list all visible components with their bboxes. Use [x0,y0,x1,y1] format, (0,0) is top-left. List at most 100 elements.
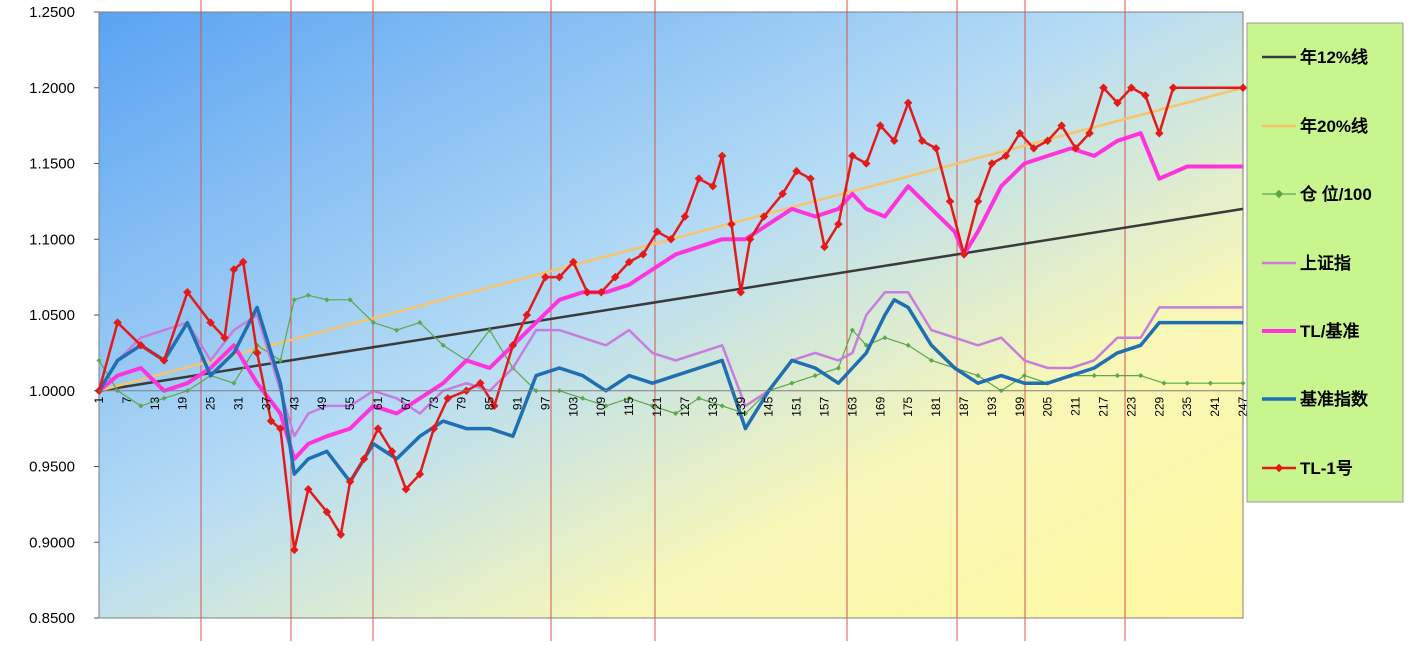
data-point [159,356,169,365]
data-point [443,394,453,403]
data-point [324,297,330,303]
data-point [417,320,423,326]
x-tick-label: 19 [176,396,190,410]
x-tick-label: 193 [985,396,999,416]
data-point [624,257,634,267]
series-line [98,294,1243,415]
y-tick-label: 0.9500 [29,459,75,476]
data-point [583,288,592,297]
data-point [161,395,167,401]
x-tick-label: 217 [1096,396,1110,416]
x-tick-label: 73 [427,396,441,410]
data-point [569,257,578,267]
legend-label: TL-1号 [1300,459,1353,478]
data-point [1207,380,1213,386]
data-point [359,454,369,464]
x-tick-label: 79 [455,396,469,410]
data-point [276,424,285,433]
data-point [290,545,299,555]
legend-label: 年12%线 [1300,47,1368,67]
x-tick-label: 103 [566,396,580,416]
data-point [96,357,102,363]
x-tick-label: 187 [957,396,971,416]
data-point [835,365,841,371]
y-tick-label: 1.2000 [29,80,75,97]
data-point [277,357,283,363]
x-tick-label: 85 [483,396,497,410]
series-line [98,207,1244,393]
data-point [719,403,725,409]
legend-marker [1274,463,1284,473]
data-point [736,288,745,297]
x-tick-label: 55 [343,396,357,410]
x-tick-label: 211 [1069,396,1083,415]
x-tick-label: 121 [650,396,664,416]
legend-label: 上证指 [1300,253,1351,273]
data-point [1240,380,1246,386]
data-point [415,469,425,479]
x-tick-label: 139 [734,396,748,416]
x-tick-label: 7 [120,396,134,403]
x-tick-label: 229 [1152,396,1166,416]
x-tick-label: 37 [259,396,273,410]
x-tick-label: 91 [511,396,525,410]
x-tick-label: 25 [204,396,218,410]
data-point [905,342,911,348]
x-tick-label: 235 [1180,396,1194,416]
data-point [113,318,122,327]
data-point [394,327,400,333]
data-point [597,288,606,297]
x-tick-label: 181 [929,396,943,416]
data-point [849,327,855,333]
data-point [322,507,332,517]
x-tick-label: 157 [817,396,831,416]
x-tick-label: 145 [762,396,776,416]
data-point [1021,373,1027,379]
x-tick-label: 175 [901,396,915,416]
series-line [97,291,1243,438]
data-point [345,477,355,486]
x-tick-label: 67 [399,396,413,410]
data-point [229,265,239,274]
y-tick-label: 1.0000 [29,383,75,400]
data-point [610,272,620,282]
data-point [231,380,237,386]
data-point [347,297,353,303]
y-tick-label: 1.0500 [29,307,75,324]
data-point [387,447,397,456]
legend-label: 仓 位/100 [1299,184,1372,204]
data-point [440,342,446,348]
data-point [136,341,146,350]
x-tick-label: 205 [1041,396,1055,416]
data-point [789,380,795,386]
plot-area [98,11,1244,619]
data-point [626,395,632,401]
data-point [649,403,655,409]
x-tick-label: 127 [678,396,692,416]
data-point [490,401,499,411]
x-tick-label: 163 [845,396,859,416]
data-point [305,292,311,298]
legend-label: 年20%线 [1300,116,1368,136]
data-point [1114,373,1120,379]
data-point [696,395,702,401]
x-tick-label: 115 [622,396,636,415]
x-tick-label: 1 [92,396,106,403]
x-tick-label: 223 [1124,396,1138,416]
data-point [487,327,493,333]
x-tick-label: 109 [594,396,608,416]
data-point [508,341,518,350]
data-point [928,357,934,363]
data-point [373,424,383,433]
data-point [336,530,346,539]
data-point [603,403,609,409]
x-tick-label: 199 [1013,396,1027,416]
data-point [266,416,276,426]
x-tick-label: 61 [371,396,385,410]
x-tick-label: 169 [873,396,887,416]
data-point [183,288,192,297]
data-point [238,257,248,267]
series-line [97,298,1243,484]
